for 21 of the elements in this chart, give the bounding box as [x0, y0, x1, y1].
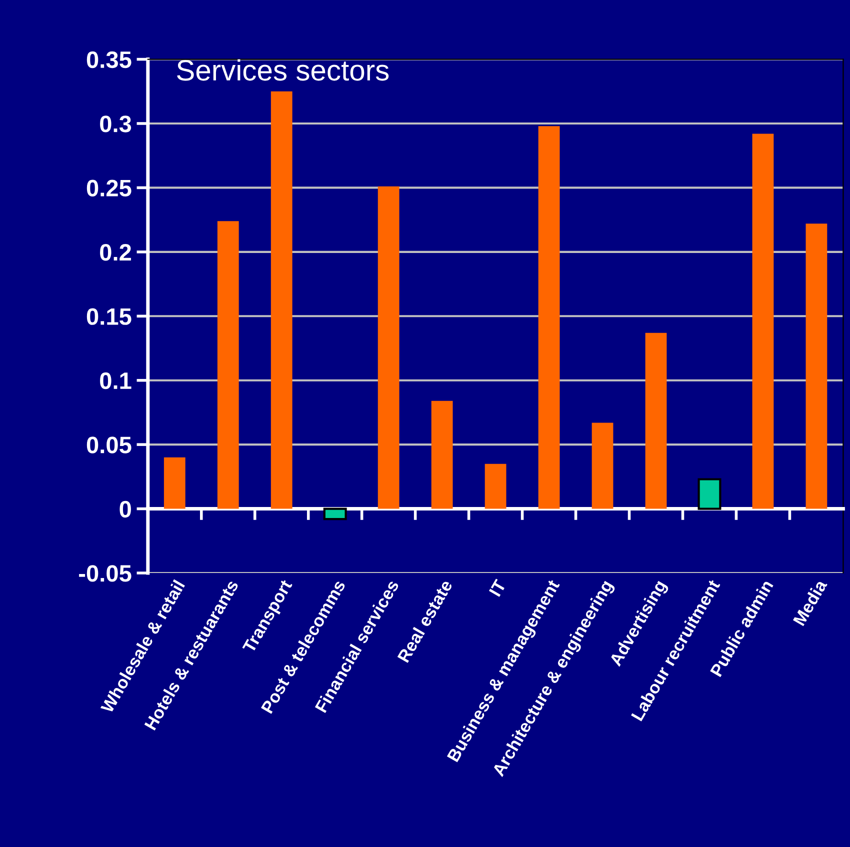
- y-tick-label: 0.1: [100, 372, 132, 390]
- bar: [217, 221, 239, 509]
- chart-title: Services sectors: [177, 59, 389, 81]
- y-tick-label: 0.15: [86, 308, 132, 325]
- bar: [592, 422, 614, 509]
- bar: [164, 457, 186, 509]
- bar: [270, 91, 292, 509]
- y-tick-label: 0.05: [86, 436, 132, 454]
- y-tick-label: 0.3: [100, 116, 132, 132]
- bar: [645, 332, 667, 509]
- bar: [806, 224, 828, 509]
- bar: [538, 126, 560, 509]
- y-tick-label: 0.35: [86, 51, 132, 68]
- bar: [431, 400, 453, 509]
- y-tick-label: 0: [120, 500, 131, 518]
- y-tick-label: 0.25: [86, 180, 132, 197]
- y-tick-label: -0.05: [79, 565, 132, 582]
- bar: [752, 134, 774, 509]
- bar: [484, 464, 506, 509]
- bar: [378, 186, 400, 509]
- y-tick-label: 0.2: [100, 244, 131, 261]
